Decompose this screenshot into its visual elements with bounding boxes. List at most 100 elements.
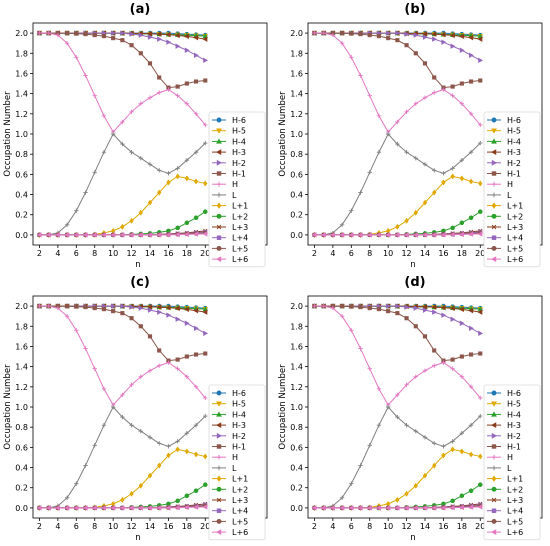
marker-point — [468, 178, 474, 185]
marker-point — [165, 232, 171, 238]
marker-point — [194, 325, 199, 332]
marker-point — [491, 465, 497, 471]
x-tick-label: 16 — [163, 522, 173, 531]
marker-point — [129, 43, 134, 48]
marker-point — [147, 304, 153, 310]
marker-point — [491, 401, 497, 407]
marker-point — [320, 232, 326, 238]
marker-point — [469, 52, 474, 59]
marker-point — [46, 30, 51, 36]
marker-point — [92, 170, 97, 175]
marker-point — [120, 223, 125, 230]
marker-point — [491, 202, 497, 209]
marker-point — [101, 149, 107, 155]
marker-point — [83, 32, 88, 37]
marker-point — [129, 382, 134, 387]
marker-point — [157, 348, 162, 353]
marker-point — [449, 305, 455, 312]
marker-point — [330, 305, 336, 311]
marker-point — [468, 231, 474, 237]
marker-point — [101, 505, 106, 511]
marker-point — [157, 363, 162, 368]
marker-point — [422, 34, 428, 40]
y-tick-label: 0.6 — [290, 443, 303, 452]
marker-point — [129, 316, 134, 321]
x-tick-label: 12 — [401, 522, 411, 531]
marker-point — [216, 444, 222, 449]
marker-point — [432, 75, 437, 80]
y-tick-label: 1.0 — [290, 403, 303, 412]
marker-point — [119, 232, 125, 238]
marker-point — [216, 235, 222, 240]
marker-point — [412, 232, 418, 238]
x-tick-label: 20 — [200, 249, 210, 258]
marker-point — [184, 448, 189, 455]
marker-point — [120, 38, 125, 43]
marker-point — [216, 432, 223, 439]
legend-label: L+1 — [232, 475, 248, 484]
x-tick-label: 20 — [200, 522, 210, 531]
marker-point — [83, 463, 88, 468]
marker-point — [92, 366, 97, 371]
marker-point — [129, 422, 134, 428]
marker-point — [174, 504, 180, 511]
marker-point — [156, 505, 162, 511]
marker-point — [385, 131, 391, 137]
marker-point — [320, 505, 326, 511]
legend-label: L — [507, 464, 512, 473]
marker-point — [147, 472, 153, 479]
marker-point — [137, 505, 143, 511]
marker-point — [478, 453, 483, 460]
marker-point — [386, 500, 391, 507]
marker-point — [339, 232, 345, 238]
x-tick-label: 2 — [37, 522, 42, 531]
x-tick-label: 14 — [420, 522, 430, 531]
legend-label: H-3 — [507, 421, 521, 430]
marker-point — [376, 232, 381, 238]
marker-point — [202, 209, 208, 214]
marker-point — [376, 113, 382, 119]
series-line — [314, 305, 481, 334]
marker-point — [386, 309, 391, 314]
marker-point — [450, 166, 455, 171]
marker-point — [184, 354, 189, 359]
marker-point — [422, 435, 428, 440]
marker-point — [83, 190, 88, 195]
marker-point — [215, 256, 222, 263]
marker-point — [432, 90, 437, 95]
marker-point — [216, 454, 222, 460]
legend-label: L+5 — [232, 244, 248, 253]
marker-point — [166, 452, 171, 459]
marker-point — [395, 392, 400, 398]
y-tick-label: 1.2 — [15, 110, 28, 119]
x-tick-label: 16 — [438, 522, 448, 531]
marker-point — [216, 518, 222, 524]
y-axis-label: Occupation Number — [3, 91, 13, 177]
marker-point — [129, 217, 134, 224]
marker-point — [468, 488, 474, 494]
marker-point — [404, 217, 409, 224]
marker-point — [413, 324, 418, 329]
legend-label: H-5 — [507, 127, 521, 136]
marker-point — [110, 505, 116, 511]
marker-point — [478, 122, 483, 128]
marker-point — [440, 505, 446, 511]
legend-label: H-3 — [232, 421, 246, 430]
marker-point — [422, 31, 428, 37]
marker-point — [73, 505, 79, 511]
marker-point — [74, 31, 79, 36]
marker-point — [138, 156, 143, 161]
marker-point — [128, 505, 134, 511]
marker-point — [413, 374, 418, 379]
marker-point — [469, 325, 474, 332]
marker-point — [193, 422, 199, 428]
marker-point — [376, 505, 381, 511]
marker-point — [110, 404, 116, 410]
marker-point — [395, 223, 400, 230]
marker-point — [491, 213, 497, 219]
series-line — [314, 133, 481, 236]
marker-point — [129, 109, 134, 114]
y-axis-label: Occupation Number — [278, 364, 288, 450]
y-tick-label: 0.6 — [15, 170, 28, 179]
marker-point — [376, 422, 382, 428]
